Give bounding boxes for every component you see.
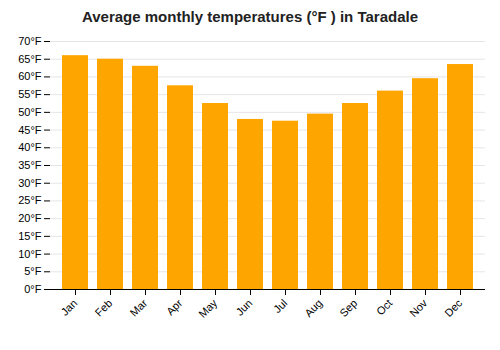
svg-text:Sep: Sep xyxy=(337,297,359,319)
html-text:Average monthly temperatures (: Average monthly temperatures (°F ) in Ta… xyxy=(82,8,418,25)
svg-text:25°F: 25°F xyxy=(18,194,42,206)
svg-text:Apr: Apr xyxy=(164,297,185,318)
svg-text:15°F: 15°F xyxy=(18,230,42,242)
svg-text:Jun: Jun xyxy=(233,297,254,318)
svg-text:May: May xyxy=(196,296,220,320)
svg-text:40°F: 40°F xyxy=(18,141,42,153)
svg-text:Jul: Jul xyxy=(271,297,289,315)
svg-text:50°F: 50°F xyxy=(18,106,42,118)
svg-text:Aug: Aug xyxy=(302,297,324,319)
svg-text:20°F: 20°F xyxy=(18,212,42,224)
svg-text:70°F: 70°F xyxy=(18,35,42,47)
svg-text:10°F: 10°F xyxy=(18,248,42,260)
svg-text:45°F: 45°F xyxy=(18,124,42,136)
svg-text:Mar: Mar xyxy=(128,297,150,319)
svg-text:Nov: Nov xyxy=(407,296,430,319)
svg-text:30°F: 30°F xyxy=(18,177,42,189)
svg-text:0°F: 0°F xyxy=(24,283,42,295)
svg-text:Oct: Oct xyxy=(374,297,395,318)
svg-text:Jan: Jan xyxy=(58,297,79,318)
svg-text:60°F: 60°F xyxy=(18,70,42,82)
svg-text:Dec: Dec xyxy=(442,296,465,319)
svg-text:55°F: 55°F xyxy=(18,88,42,100)
svg-text:65°F: 65°F xyxy=(18,53,42,65)
svg-text:35°F: 35°F xyxy=(18,159,42,171)
svg-text:5°F: 5°F xyxy=(24,265,42,277)
svg-text:Feb: Feb xyxy=(93,297,115,319)
